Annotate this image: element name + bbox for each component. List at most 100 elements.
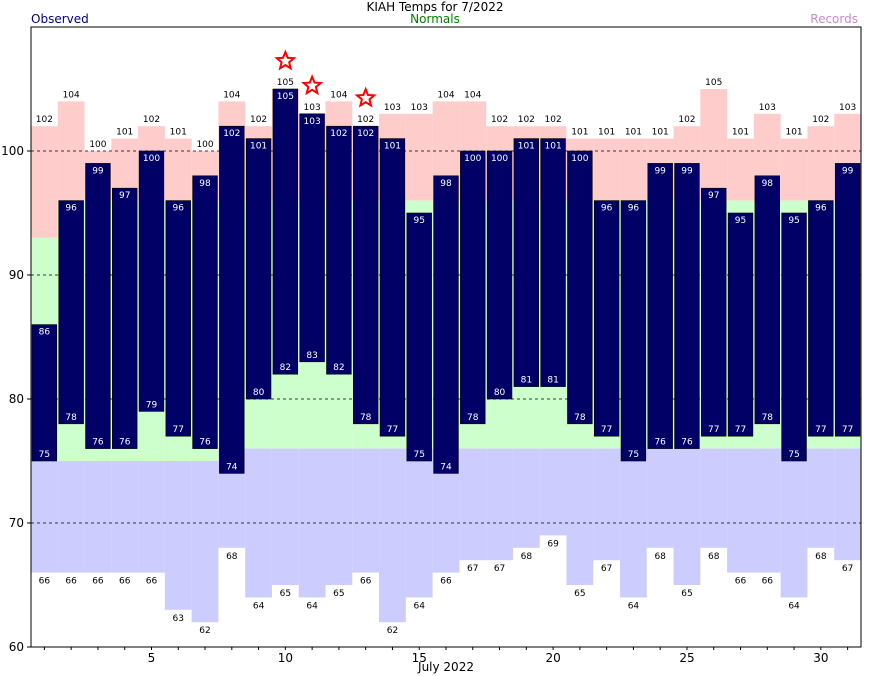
observed-low-label: 77 — [601, 425, 612, 435]
x-tick-label: 30 — [813, 651, 828, 665]
record-low-label: 66 — [92, 577, 104, 587]
observed-low-label: 80 — [494, 388, 506, 398]
observed-high-label: 96 — [601, 204, 613, 214]
observed-low-label: 77 — [842, 425, 853, 435]
record-high-label: 102 — [143, 115, 160, 125]
observed-legend: Observed — [31, 12, 89, 26]
record-high-label: 102 — [678, 115, 695, 125]
observed-low-label: 76 — [119, 438, 131, 448]
observed-high-label: 101 — [545, 142, 562, 152]
record-high-label: 103 — [411, 103, 428, 113]
record-high-band — [31, 126, 58, 238]
record-high-label: 104 — [437, 90, 454, 100]
observed-low-label: 77 — [708, 425, 719, 435]
y-tick-label: 70 — [9, 516, 24, 530]
record-high-label: 102 — [518, 115, 535, 125]
record-low-label: 62 — [199, 626, 210, 636]
observed-bar — [433, 175, 459, 474]
record-high-label: 101 — [625, 128, 642, 138]
x-tick-label: 25 — [679, 651, 694, 665]
observed-high-label: 102 — [330, 129, 347, 139]
record-star-icon — [301, 74, 324, 96]
observed-high-label: 100 — [491, 154, 508, 164]
normal-low-band — [352, 448, 380, 573]
observed-high-label: 102 — [357, 129, 374, 139]
normal-low-band — [646, 448, 674, 548]
x-tick-label: 15 — [412, 651, 427, 665]
observed-bar — [781, 212, 807, 462]
observed-high-label: 101 — [518, 142, 535, 152]
observed-bar — [593, 200, 620, 437]
normals-legend: Normals — [410, 12, 460, 26]
observed-bar — [647, 163, 673, 449]
normal-low-band — [834, 448, 861, 561]
observed-high-label: 105 — [277, 92, 294, 102]
record-low-label: 68 — [708, 552, 720, 562]
record-low-label: 69 — [547, 539, 559, 549]
record-high-label: 103 — [384, 103, 401, 113]
observed-low-label: 74 — [440, 462, 452, 472]
observed-bar — [219, 125, 245, 474]
observed-high-label: 86 — [39, 328, 51, 338]
record-low-label: 66 — [119, 577, 131, 587]
record-low-label: 68 — [226, 552, 238, 562]
observed-high-label: 95 — [413, 216, 424, 226]
x-tick-label: 20 — [545, 651, 560, 665]
observed-bar — [379, 138, 406, 437]
observed-low-label: 75 — [39, 450, 50, 460]
observed-low-label: 83 — [306, 351, 317, 361]
observed-bar — [31, 324, 58, 462]
observed-low-label: 78 — [65, 413, 77, 423]
normal-low-band — [191, 461, 219, 623]
record-low-label: 64 — [306, 601, 318, 611]
y-tick-label: 80 — [9, 392, 24, 406]
normal-low-band — [57, 461, 85, 573]
record-high-band — [727, 138, 754, 201]
record-high-label: 103 — [759, 103, 776, 113]
record-high-label: 102 — [812, 115, 829, 125]
observed-low-label: 80 — [253, 388, 265, 398]
normal-low-band — [325, 448, 353, 585]
observed-bar — [352, 125, 379, 425]
observed-high-label: 99 — [92, 166, 104, 176]
observed-low-label: 74 — [226, 462, 238, 472]
observed-low-label: 78 — [574, 413, 586, 423]
y-tick-label: 100 — [1, 144, 24, 158]
chart-title: KIAH Temps for 7/2022 — [366, 0, 504, 14]
observed-high-label: 96 — [173, 204, 185, 214]
observed-bar — [727, 212, 754, 437]
record-high-label: 100 — [196, 140, 213, 150]
y-tick-label: 90 — [9, 268, 24, 282]
record-high-label: 105 — [705, 78, 722, 88]
observed-low-label: 75 — [788, 450, 799, 460]
observed-high-label: 98 — [199, 179, 211, 189]
observed-low-label: 76 — [681, 438, 693, 448]
record-high-label: 100 — [89, 140, 106, 150]
observed-high-label: 101 — [384, 142, 401, 152]
normal-low-band — [673, 448, 701, 585]
normal-low-band — [486, 448, 513, 561]
record-low-label: 64 — [628, 601, 640, 611]
observed-high-label: 103 — [304, 117, 321, 127]
normal-low-band — [84, 461, 112, 573]
record-high-band — [700, 89, 728, 201]
observed-high-label: 100 — [143, 154, 160, 164]
observed-low-label: 77 — [173, 425, 184, 435]
observed-bar — [808, 200, 834, 437]
observed-high-label: 101 — [250, 142, 267, 152]
y-tick-label: 60 — [9, 640, 24, 654]
record-high-label: 101 — [598, 128, 615, 138]
record-low-label: 66 — [65, 577, 77, 587]
observed-low-label: 82 — [333, 363, 344, 373]
record-high-band — [807, 126, 835, 201]
observed-low-label: 75 — [628, 450, 639, 460]
record-high-label: 101 — [170, 128, 187, 138]
record-high-label: 103 — [304, 103, 321, 113]
normal-low-band — [753, 448, 781, 573]
record-high-label: 105 — [277, 78, 294, 88]
observed-high-label: 96 — [815, 204, 827, 214]
observed-bar — [112, 187, 138, 449]
observed-bar — [567, 150, 593, 425]
observed-high-label: 102 — [223, 129, 240, 139]
